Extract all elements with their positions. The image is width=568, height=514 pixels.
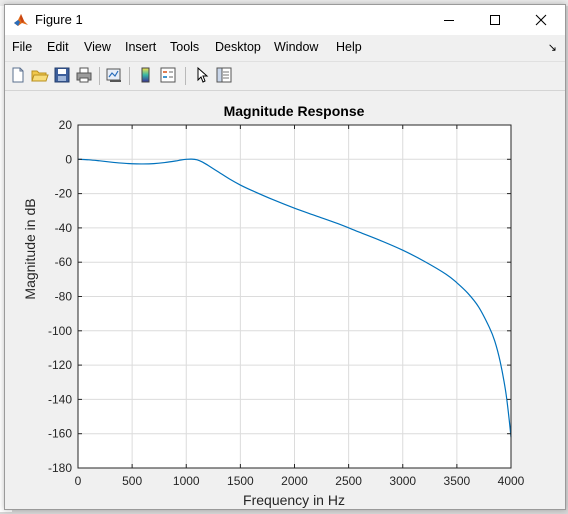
link-plot-icon[interactable]: [105, 66, 123, 84]
menu-insert[interactable]: Insert: [125, 40, 157, 54]
x-tick-label: 4000: [498, 474, 525, 488]
toolbar-separator: [99, 67, 100, 85]
figure-window: Figure 1 File Edit View Insert Tools Des…: [4, 4, 566, 510]
figure-toolbar: [5, 61, 565, 91]
matlab-logo-icon: [14, 14, 28, 26]
x-tick-label: 500: [122, 474, 142, 488]
pointer-icon[interactable]: [193, 66, 211, 84]
maximize-icon: [490, 15, 500, 25]
menu-desktop[interactable]: Desktop: [215, 40, 261, 54]
x-tick-label: 3000: [389, 474, 416, 488]
magnitude-series-line: [77, 158, 512, 438]
x-tick-label: 2000: [281, 474, 308, 488]
x-axis-ticks: 0 500 1000 1500 2000 2500 3000 3500 4000: [75, 125, 525, 488]
y-tick-label: -20: [55, 187, 73, 201]
window-title: Figure 1: [35, 12, 83, 27]
y-axis-label: Magnitude in dB: [22, 198, 38, 299]
menu-window[interactable]: Window: [274, 40, 319, 54]
save-icon[interactable]: [53, 66, 71, 84]
y-tick-label: -40: [55, 221, 73, 235]
y-tick-label: -100: [48, 324, 72, 338]
x-tick-label: 0: [75, 474, 82, 488]
y-tick-label: -120: [48, 358, 72, 372]
toolbar-separator: [185, 67, 186, 85]
y-tick-label: 0: [65, 152, 72, 166]
x-tick-label: 1000: [173, 474, 200, 488]
menu-tools[interactable]: Tools: [170, 40, 200, 54]
open-file-icon[interactable]: [31, 66, 49, 84]
minimize-icon: [444, 20, 454, 21]
menu-view[interactable]: View: [84, 40, 111, 54]
y-tick-label: 20: [59, 118, 73, 132]
close-button[interactable]: [518, 5, 564, 35]
y-tick-label: -80: [55, 290, 73, 304]
figure-canvas: Magnitude Response 0 500 1000 1500 2000 2500 3…: [5, 91, 565, 509]
grid-overlay: [78, 125, 511, 468]
x-tick-label: 3500: [444, 474, 471, 488]
y-tick-label: -140: [48, 392, 72, 406]
chart-title: Magnitude Response: [224, 103, 365, 119]
menu-help[interactable]: Help: [336, 40, 362, 54]
legend-icon[interactable]: [159, 66, 177, 84]
y-axis-ticks: 20 0 -20 -40 -60 -80 -100 -120 -140 -160 -180: [48, 118, 511, 475]
menu-edit[interactable]: Edit: [47, 40, 69, 54]
close-icon: [535, 14, 547, 26]
toolbar-separator: [129, 67, 130, 85]
x-tick-label: 2500: [335, 474, 362, 488]
title-bar[interactable]: Figure 1: [5, 5, 565, 35]
dock-arrow-icon[interactable]: ↘: [547, 42, 557, 54]
y-tick-label: -60: [55, 255, 73, 269]
minimize-button[interactable]: [426, 5, 472, 35]
y-tick-label: -160: [48, 427, 72, 441]
magnitude-response-plot[interactable]: Magnitude Response 0 500 1000 1500 2000 2500 3…: [5, 91, 565, 509]
colorbar-icon[interactable]: [137, 66, 155, 84]
y-tick-label: -180: [48, 461, 72, 475]
x-axis-label: Frequency in Hz: [243, 492, 345, 508]
property-inspector-icon[interactable]: [215, 66, 233, 84]
maximize-button[interactable]: [472, 5, 518, 35]
background-app-top: [0, 0, 568, 6]
print-icon[interactable]: [75, 66, 93, 84]
new-figure-icon[interactable]: [9, 66, 27, 84]
x-tick-label: 1500: [227, 474, 254, 488]
menu-file[interactable]: File: [12, 40, 33, 54]
menu-bar: File Edit View Insert Tools Desktop Wind…: [5, 35, 565, 59]
